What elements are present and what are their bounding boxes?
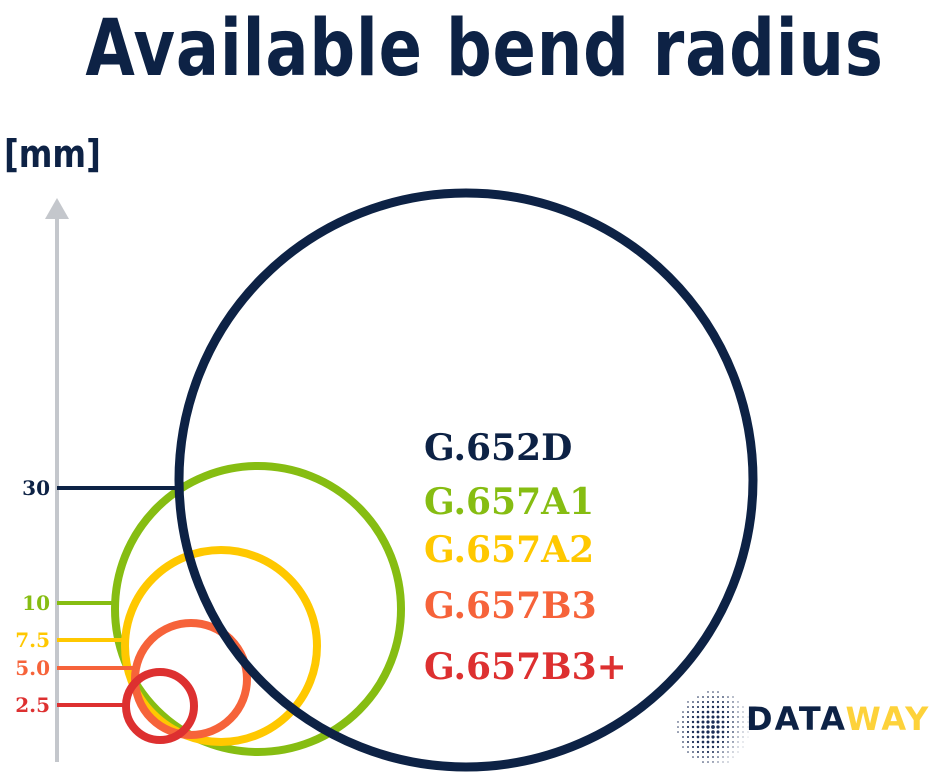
logo-part-way: WAY <box>845 700 931 738</box>
y-axis-arrow-icon <box>45 198 69 219</box>
tick-label: 2.5 <box>15 693 50 717</box>
logo: DATAWAY <box>746 700 930 738</box>
circle-g-657a1 <box>111 462 405 756</box>
logo-part-data: DATA <box>746 700 846 738</box>
series-label: G.657B3 <box>424 585 597 627</box>
tick-label: 5.0 <box>15 656 50 680</box>
tick-label: 30 <box>22 476 50 500</box>
series-label: G.657A2 <box>424 529 594 571</box>
series-label: G.657B3+ <box>424 646 627 688</box>
chart-title: Available bend radius <box>85 4 884 94</box>
logo-globe-icon <box>677 691 749 763</box>
tick-label: 10 <box>22 591 50 615</box>
series-label: G.657A1 <box>424 481 594 523</box>
tick-label: 7.5 <box>15 628 50 652</box>
series-label: G.652D <box>424 427 572 469</box>
axis-unit-label: [mm] <box>4 132 101 176</box>
circle-g-657a2 <box>121 546 321 746</box>
circle-g-652d <box>174 188 758 772</box>
